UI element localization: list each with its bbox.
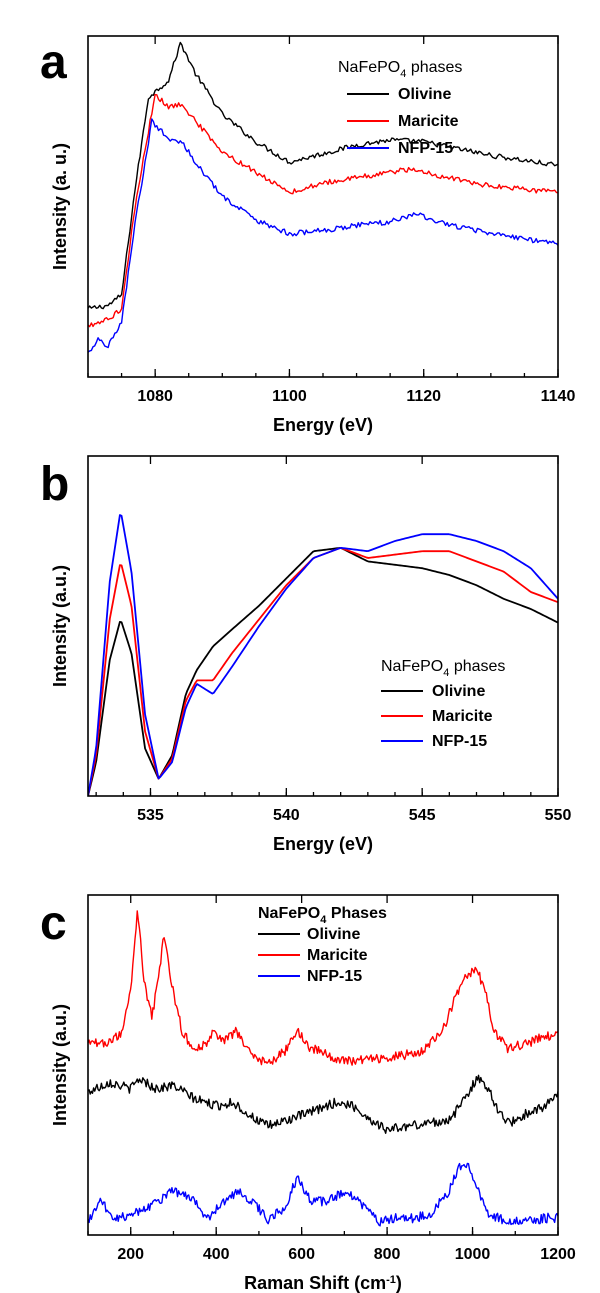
legend-label-nfp-15: NFP-15 [398, 140, 453, 157]
legend-label-olivine: Olivine [432, 683, 485, 700]
plot-frame-b [87, 455, 559, 797]
x-tick-label: 400 [203, 1246, 230, 1263]
x-tick-label: 1120 [406, 388, 441, 405]
x-tick-label: 1000 [455, 1246, 491, 1263]
legend-title: NaFePO4 Phases [258, 905, 387, 926]
series-line-nfp-15 [88, 1162, 558, 1227]
x-tick-label: 535 [137, 807, 164, 824]
series-line-olivine [88, 547, 558, 796]
panel-label-a: a [40, 36, 67, 89]
panel-b: b 535 540 545 550 Energy (eV) Intensity (a.u.)… [40, 455, 572, 854]
series-line-maricite [88, 93, 558, 328]
series-line-olivine [88, 1074, 558, 1134]
legend-label-nfp-15: NFP-15 [432, 733, 487, 750]
y-axis-label: Intensity (a.u.) [50, 565, 70, 687]
y-axis-label: Intensity (a.u.) [50, 1004, 70, 1126]
panel-label-c: c [40, 897, 67, 950]
legend-label-maricite: Maricite [307, 947, 368, 964]
x-tick-label: 1200 [540, 1246, 576, 1263]
legend-label-nfp-15: NFP-15 [307, 968, 362, 985]
y-axis-label: Intensity (a. u.) [50, 143, 70, 270]
x-tick-label: 1100 [272, 388, 307, 405]
legend-label-olivine: Olivine [307, 926, 360, 943]
x-tick-label: 550 [545, 807, 572, 824]
x-tick-label: 800 [374, 1246, 401, 1263]
x-tick-label: 1140 [541, 388, 576, 405]
legend-title: NaFePO4 phases [338, 59, 462, 80]
panel-label-b: b [40, 458, 69, 511]
legend-title: NaFePO4 phases [381, 658, 505, 679]
series-line-maricite [88, 910, 558, 1066]
x-tick-label: 540 [273, 807, 300, 824]
legend-label-maricite: Maricite [432, 708, 493, 725]
series-line-olivine [88, 41, 558, 310]
legend-label-maricite: Maricite [398, 113, 459, 130]
x-tick-label: 545 [409, 807, 436, 824]
x-tick-label: 1080 [137, 388, 173, 405]
panel-c: c 200 400 600 800 1000 1200 Raman Shift (cm-1) I… [40, 894, 576, 1293]
series-line-nfp-15 [88, 514, 558, 796]
panel-a: a 1080 1100 1120 1140 Energy (eV) Intensity (a… [40, 35, 576, 435]
x-tick-label: 600 [288, 1246, 315, 1263]
series-line-nfp-15 [88, 118, 558, 353]
plot-frame-a [87, 35, 559, 378]
x-axis-label: Energy (eV) [273, 834, 373, 854]
legend-label-olivine: Olivine [398, 86, 451, 103]
x-tick-label: 200 [117, 1246, 144, 1263]
x-axis-label: Raman Shift (cm-1) [244, 1273, 402, 1293]
plot-frame-c [87, 894, 559, 1236]
x-axis-label: Energy (eV) [273, 415, 373, 435]
